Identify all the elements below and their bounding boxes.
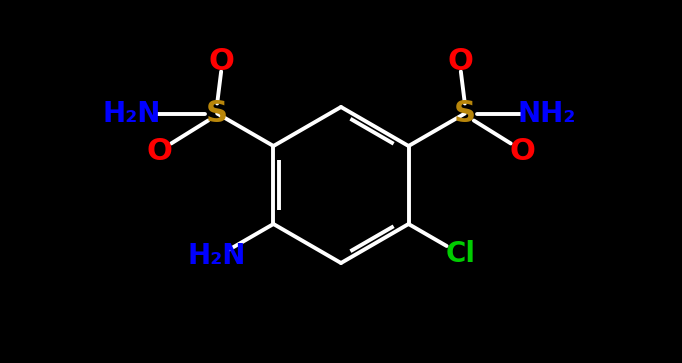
- Text: O: O: [208, 47, 234, 76]
- Text: S: S: [206, 99, 228, 128]
- Text: H₂N: H₂N: [103, 99, 162, 127]
- Text: S: S: [454, 99, 476, 128]
- Text: O: O: [510, 137, 536, 166]
- Text: O: O: [146, 137, 172, 166]
- Text: O: O: [448, 47, 474, 76]
- Text: H₂N: H₂N: [188, 242, 246, 270]
- Text: NH₂: NH₂: [518, 99, 576, 127]
- Text: Cl: Cl: [445, 240, 475, 268]
